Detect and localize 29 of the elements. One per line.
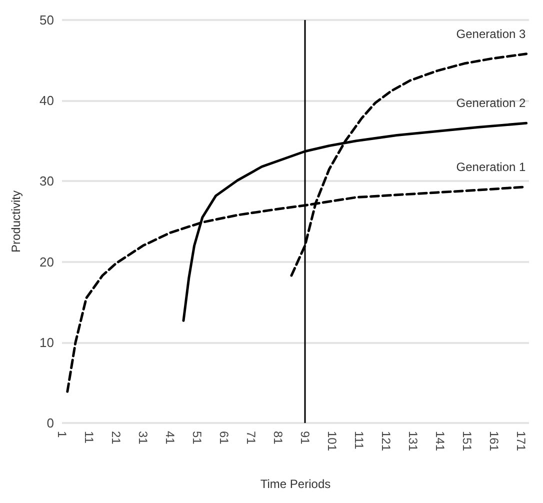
y-tick-label: 40 [40, 93, 54, 108]
x-tick-label: 171 [514, 431, 528, 452]
y-tick-label: 30 [40, 174, 54, 189]
y-tick-label: 50 [40, 12, 54, 28]
x-tick-label: 101 [324, 431, 339, 452]
x-tick-label: 1 [55, 431, 69, 438]
y-tick-label: 0 [46, 416, 54, 430]
x-tick-label: 141 [432, 431, 447, 452]
x-tick-label: 21 [108, 431, 123, 445]
x-tick-label: 61 [216, 431, 231, 445]
series-label: Generation 1 [456, 160, 526, 174]
x-tick-label: 161 [486, 431, 501, 452]
x-tick-label: 71 [244, 431, 258, 445]
y-tick-label: 20 [40, 254, 54, 270]
x-tick-label: 131 [406, 431, 420, 452]
x-tick-label: 91 [298, 431, 312, 445]
x-tick-label: 41 [162, 431, 177, 445]
series-label: Generation 2 [456, 96, 526, 110]
x-tick-label: 151 [460, 431, 474, 452]
x-tick-label: 111 [352, 431, 366, 450]
x-tick-label: 31 [136, 431, 150, 445]
x-axis-title: Time Periods [260, 477, 331, 491]
series-label: Generation 3 [456, 26, 526, 41]
x-tick-label: 11 [82, 431, 96, 444]
y-axis-title: Productivity [9, 190, 23, 253]
x-tick-label: 81 [270, 431, 285, 445]
y-tick-label: 10 [40, 334, 54, 350]
x-tick-label: 51 [190, 431, 204, 445]
x-tick-label: 121 [378, 431, 393, 452]
